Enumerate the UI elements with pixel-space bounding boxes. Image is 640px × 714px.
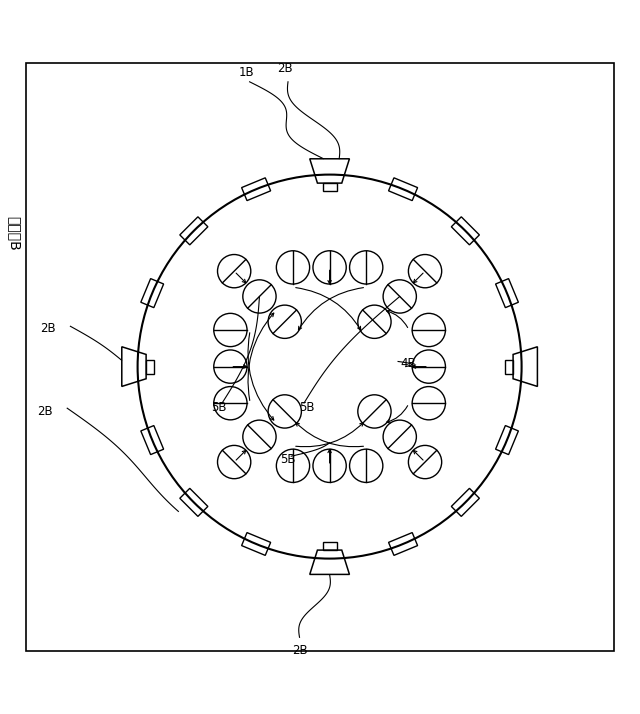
Text: 2B: 2B — [292, 644, 307, 657]
Text: 2B: 2B — [37, 405, 52, 418]
Text: 5B: 5B — [300, 401, 315, 414]
Text: 2B: 2B — [40, 322, 55, 335]
Text: 2B: 2B — [277, 62, 292, 76]
Text: 1B: 1B — [239, 66, 254, 79]
Text: 5B: 5B — [211, 401, 227, 414]
Text: サイトB: サイトB — [7, 216, 21, 251]
Text: 4B: 4B — [400, 357, 415, 370]
Text: 5B: 5B — [280, 453, 296, 466]
